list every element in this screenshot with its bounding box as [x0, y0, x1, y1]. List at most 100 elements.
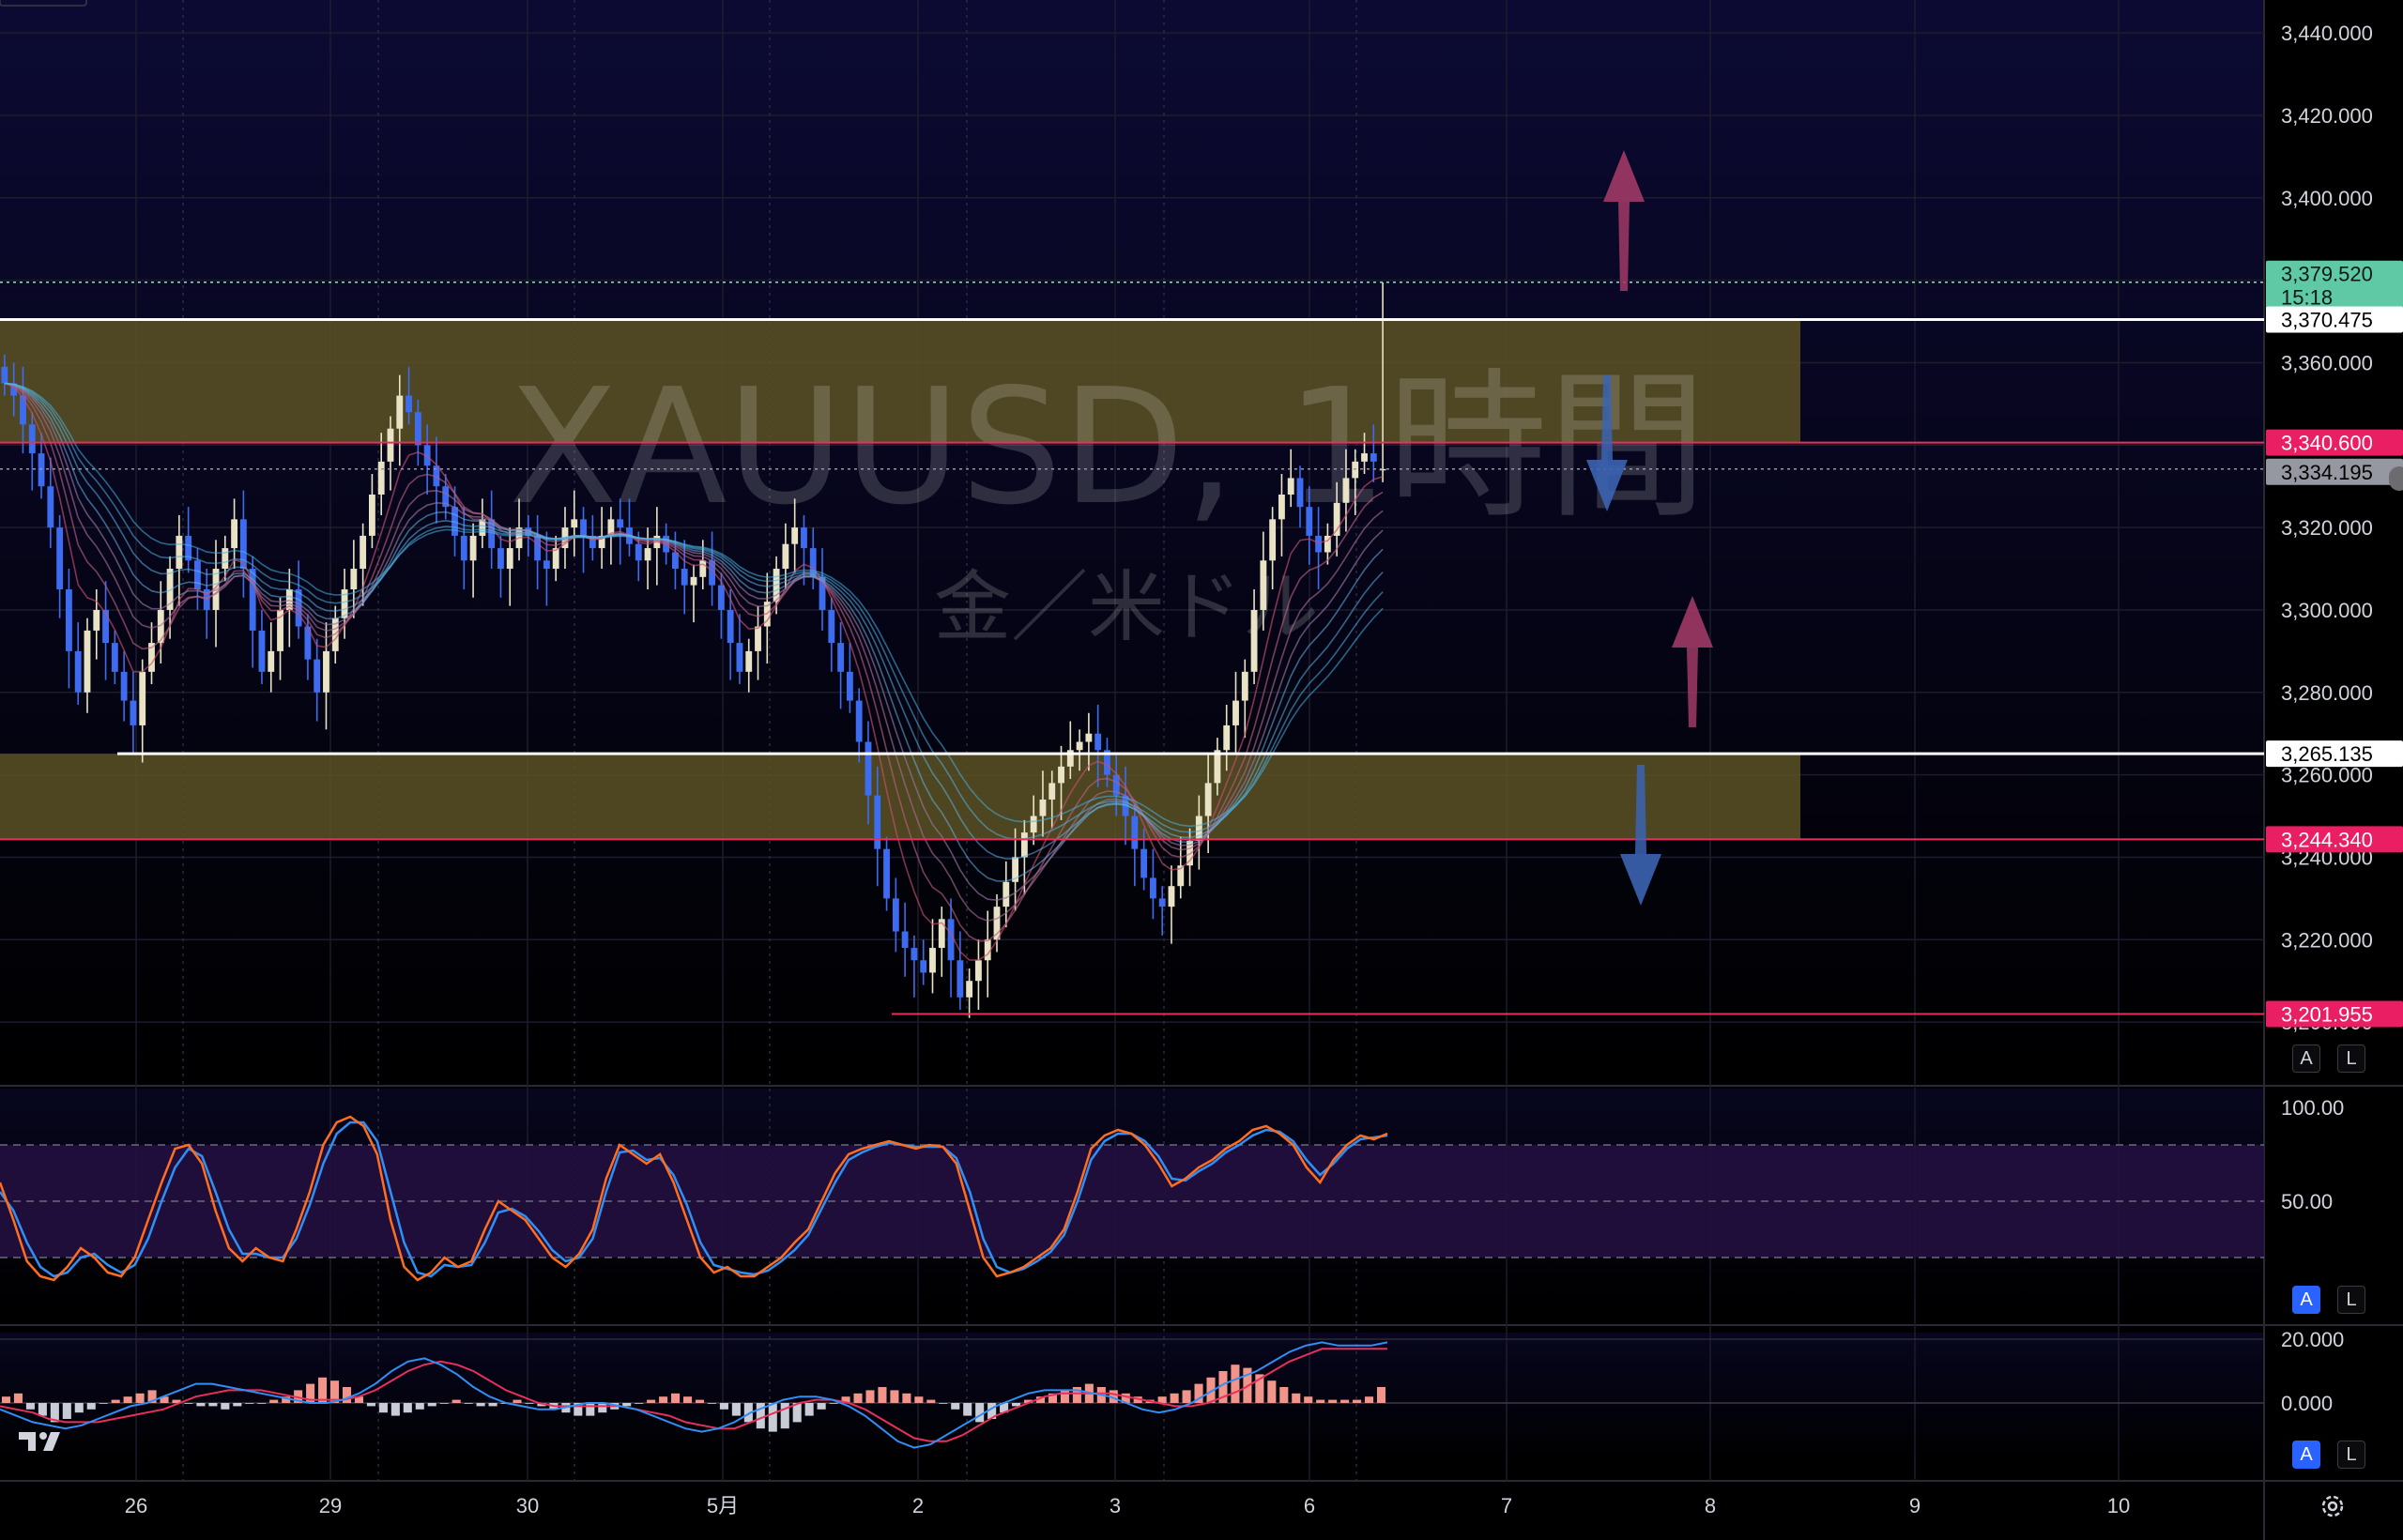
candle-body [1030, 816, 1037, 833]
macd-hist-bar [865, 1390, 875, 1403]
macd-hist-bar [914, 1396, 924, 1403]
candle-body [1296, 478, 1304, 508]
macd-hist-bar [1072, 1387, 1081, 1403]
macd-hist-bar [245, 1403, 254, 1404]
candle-body [644, 548, 651, 561]
candle-body [341, 589, 348, 618]
candle-body [1039, 799, 1047, 816]
macd-hist-bar [208, 1403, 218, 1407]
macd-hist-bar [659, 1396, 668, 1403]
candle-body [782, 543, 789, 570]
candle-body [552, 548, 559, 570]
macd-hist-bar [1328, 1399, 1338, 1403]
macd-hist-bar [890, 1390, 899, 1403]
candle-body [1158, 898, 1166, 907]
macd-hist-bar [768, 1403, 777, 1432]
candle-body [38, 453, 45, 487]
price-tag: 3,370.475 [2266, 306, 2403, 333]
macd-hist-bar [172, 1399, 181, 1403]
candle-body [1287, 478, 1294, 495]
price-tag-label: 3,340.600 [2281, 432, 2373, 455]
candle-body [635, 543, 642, 561]
candle-body [1168, 886, 1175, 907]
price-tag-label: 3,379.520 [2281, 263, 2373, 286]
gear-icon[interactable] [2319, 1492, 2347, 1520]
log-scale-button-main[interactable]: L [2337, 1044, 2365, 1073]
candle-body [102, 609, 109, 644]
macd-hist-bar [318, 1377, 328, 1403]
auto-scale-button-main[interactable]: A [2292, 1044, 2320, 1073]
candle-body [1223, 724, 1231, 751]
macd-hist-bar [366, 1403, 375, 1407]
macd-hist-bar [695, 1399, 705, 1403]
macd-hist-bar [682, 1396, 693, 1403]
candle-body [1241, 671, 1248, 701]
macd-hist-bar [1000, 1403, 1009, 1413]
macd-hist-bar [306, 1383, 315, 1403]
macd-hist-bar [926, 1399, 936, 1403]
candle-body [791, 527, 799, 544]
candle-body [966, 981, 973, 998]
price-axis-background [2264, 0, 2403, 1540]
candle-body [350, 569, 358, 590]
candle-body [1003, 881, 1010, 907]
macd-hist-bar [707, 1403, 716, 1404]
arrow-down-icon [1620, 765, 1661, 906]
candle-body [1361, 453, 1368, 462]
candle-body [819, 576, 826, 610]
candle-body [166, 569, 174, 610]
ema-line [4, 382, 1384, 841]
price-tag-bg [2266, 740, 2403, 768]
candle-body [1, 366, 8, 384]
auto-scale-button-macd[interactable]: A [2292, 1441, 2320, 1469]
macd-hist-bar [415, 1403, 424, 1410]
macd-hist-bar [1109, 1390, 1118, 1403]
candle-body [506, 548, 513, 570]
candle-body [414, 412, 421, 446]
auto-scale-button-stoch[interactable]: A [2292, 1286, 2320, 1314]
date-label: 30 [516, 1494, 539, 1517]
candle-body [442, 486, 450, 508]
candle-body [111, 643, 118, 672]
macd-hist-bar [586, 1403, 595, 1416]
macd-hist-bar [622, 1403, 632, 1407]
date-label: 9 [1909, 1494, 1921, 1517]
candle-body [801, 527, 807, 549]
macd-hist-bar [792, 1403, 802, 1423]
candle-body [837, 643, 845, 672]
candle-body [65, 589, 72, 651]
price-tag-label: 3,244.340 [2281, 828, 2373, 851]
price-tag-bg [2266, 826, 2403, 853]
macd-hist-bar [756, 1403, 765, 1429]
log-scale-button-macd[interactable]: L [2337, 1441, 2365, 1469]
macd-hist-bar [1365, 1396, 1374, 1403]
macd-hist-bar [878, 1387, 887, 1403]
candle-body [911, 948, 918, 961]
macd-hist-bar [390, 1403, 400, 1416]
macd-hist-bar [1292, 1393, 1301, 1403]
log-scale-button-stoch[interactable]: L [2337, 1286, 2365, 1314]
macd-hist-bar [574, 1403, 583, 1416]
price-tick-label: 3,420.000 [2281, 104, 2373, 128]
macd-hist-bar [99, 1403, 108, 1404]
price-tag-bg [2266, 306, 2403, 333]
macd-hist-bar [196, 1403, 206, 1407]
candle-body [1066, 750, 1074, 767]
candle-body [1131, 816, 1139, 849]
ema-line [4, 382, 1384, 828]
macd-hist-bar [731, 1403, 741, 1416]
macd-hist-bar [939, 1403, 948, 1404]
candle-body [1020, 832, 1028, 858]
candle-body [1352, 461, 1359, 479]
candle-body [699, 560, 707, 577]
candle-body [1260, 560, 1267, 610]
date-label: 10 [2107, 1494, 2130, 1517]
macd-hist-bar [354, 1396, 364, 1403]
macd-hist-bar [147, 1390, 157, 1403]
candle-body [938, 919, 945, 949]
macd-hist-bar [427, 1403, 436, 1407]
price-scale-scroll-handle[interactable] [2389, 466, 2403, 491]
